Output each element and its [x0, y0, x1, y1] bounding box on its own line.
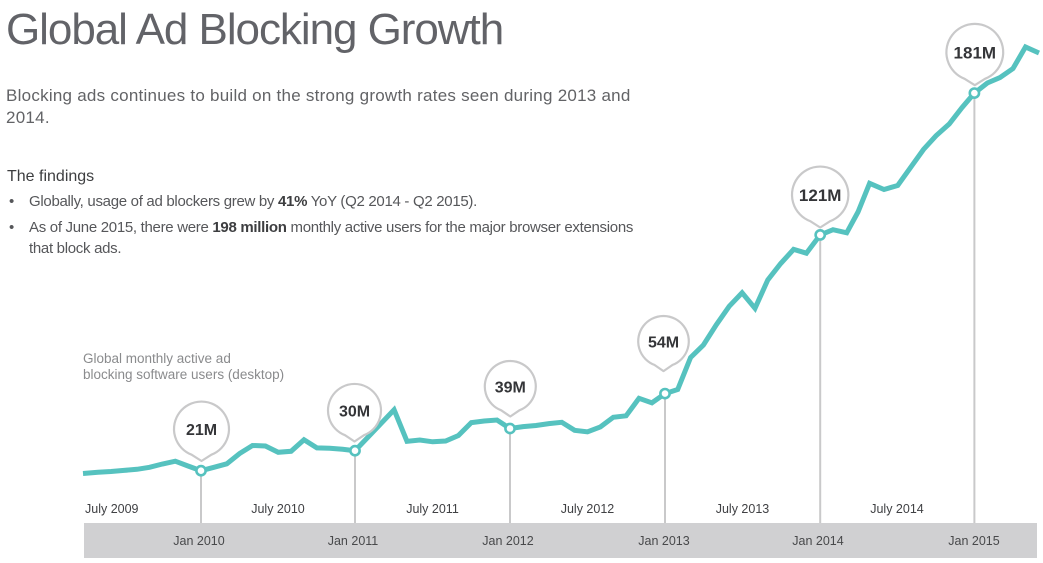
svg-text:Jan 2013: Jan 2013 [638, 534, 689, 548]
svg-text:21M: 21M [186, 422, 217, 439]
svg-text:54M: 54M [648, 335, 679, 352]
svg-text:Jan 2012: Jan 2012 [482, 534, 533, 548]
svg-text:Jan 2014: Jan 2014 [792, 534, 843, 548]
svg-text:July 2013: July 2013 [716, 502, 770, 516]
svg-text:July 2012: July 2012 [561, 502, 615, 516]
svg-text:July 2014: July 2014 [870, 502, 924, 516]
svg-text:July 2011: July 2011 [406, 502, 459, 516]
svg-text:Jan 2010: Jan 2010 [173, 534, 224, 548]
svg-text:Jan 2011: Jan 2011 [328, 534, 379, 548]
svg-text:39M: 39M [495, 380, 526, 397]
svg-text:181M: 181M [954, 43, 997, 62]
svg-text:30M: 30M [339, 404, 370, 421]
svg-text:July 2010: July 2010 [251, 502, 305, 516]
svg-text:Jan 2015: Jan 2015 [948, 534, 999, 548]
svg-text:121M: 121M [799, 186, 842, 205]
svg-text:July 2009: July 2009 [85, 502, 139, 516]
